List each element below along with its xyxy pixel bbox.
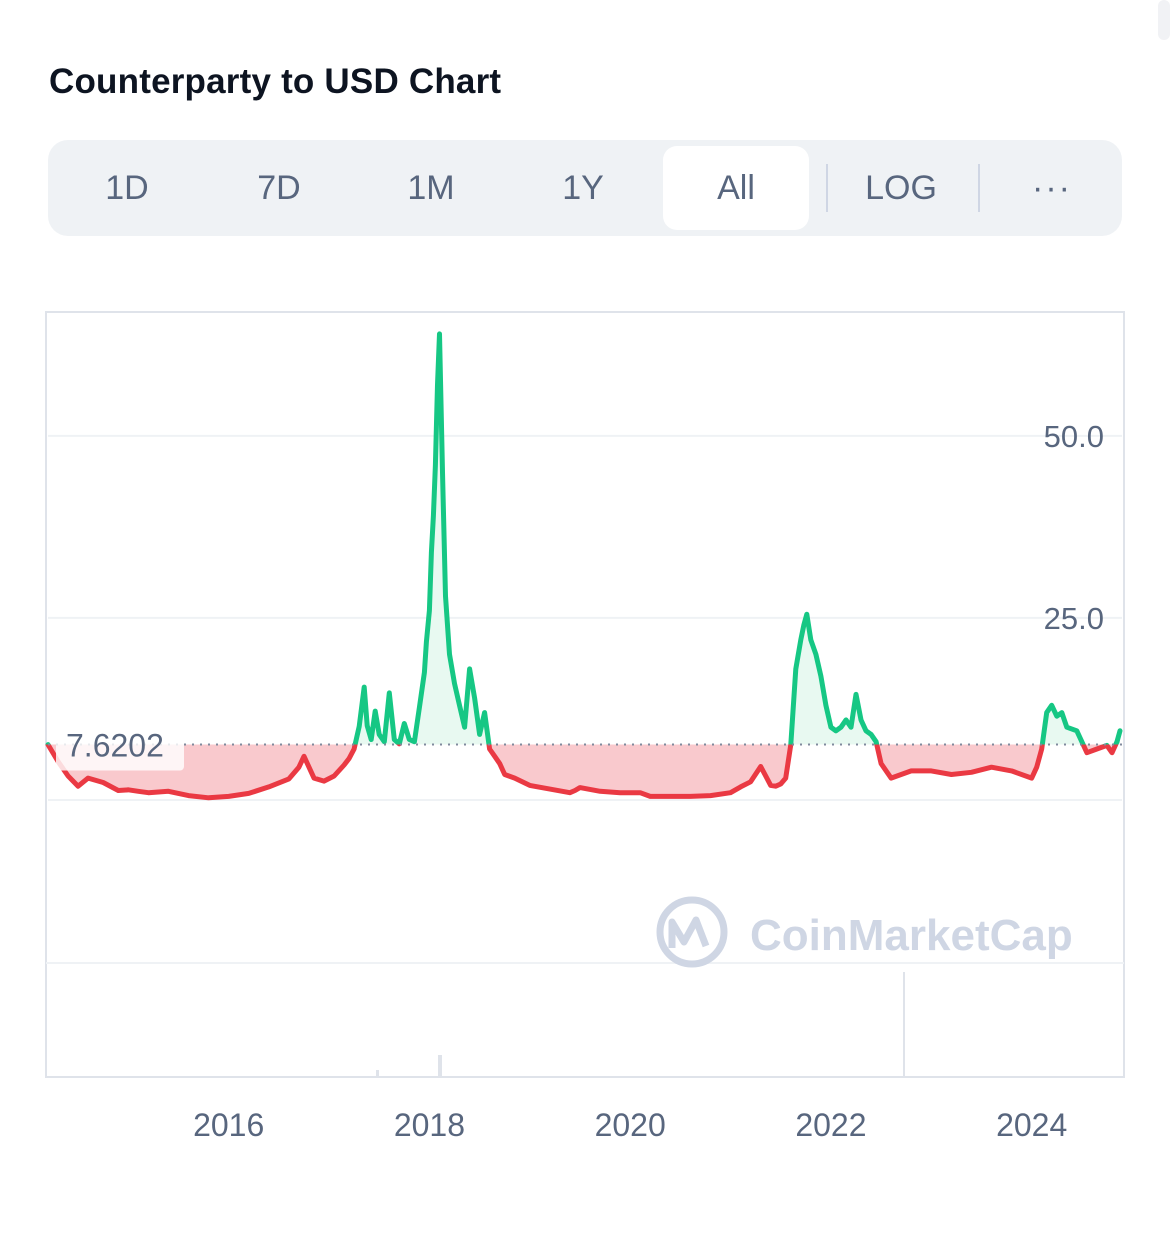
volume-bar	[376, 1070, 379, 1077]
x-tick-label: 2016	[193, 1107, 264, 1143]
price-line-below-baseline	[45, 744, 1119, 801]
range-button-all[interactable]: All	[663, 146, 809, 230]
range-divider	[826, 164, 828, 212]
range-button-1m[interactable]: 1M	[407, 168, 455, 207]
baseline-label-bg	[56, 718, 184, 771]
volume-bar	[438, 1055, 442, 1077]
coinmarketcap-watermark: CoinMarketCap	[656, 896, 1073, 968]
x-tick-label: 2018	[394, 1107, 465, 1143]
page-scrollbar[interactable]	[1158, 0, 1170, 40]
range-button-1d[interactable]: 1D	[105, 168, 149, 207]
x-tick-label: 2022	[795, 1107, 866, 1143]
price-chart[interactable]: CoinMarketCap 7.6202 25.0 50.0 2016 2018 20…	[0, 300, 1170, 1170]
log-scale-button[interactable]: LOG	[865, 168, 937, 207]
coinmarketcap-logo-icon	[656, 896, 728, 968]
price-area-below-baseline	[48, 744, 1120, 798]
chart-title: Counterparty to USD Chart	[49, 62, 502, 101]
watermark-text: CoinMarketCap	[750, 911, 1073, 960]
more-options-button[interactable]: ···	[1032, 168, 1072, 207]
time-range-selector: 1D 7D 1M 1Y All LOG ···	[48, 140, 1122, 236]
baseline-label: 7.6202	[66, 727, 164, 763]
coinmarketcap-logo-mark	[668, 916, 710, 948]
range-button-7d[interactable]: 7D	[257, 168, 301, 207]
chart-frame	[45, 311, 1125, 1078]
price-area-above-baseline	[355, 333, 1120, 745]
x-tick-label: 2024	[996, 1107, 1067, 1143]
y-tick-label: 50.0	[1044, 419, 1104, 454]
x-tick-label: 2020	[595, 1107, 666, 1143]
range-divider	[978, 164, 980, 212]
range-button-1y[interactable]: 1Y	[562, 168, 604, 207]
price-line-above-baseline	[45, 331, 1123, 745]
y-tick-label: 25.0	[1044, 601, 1104, 636]
